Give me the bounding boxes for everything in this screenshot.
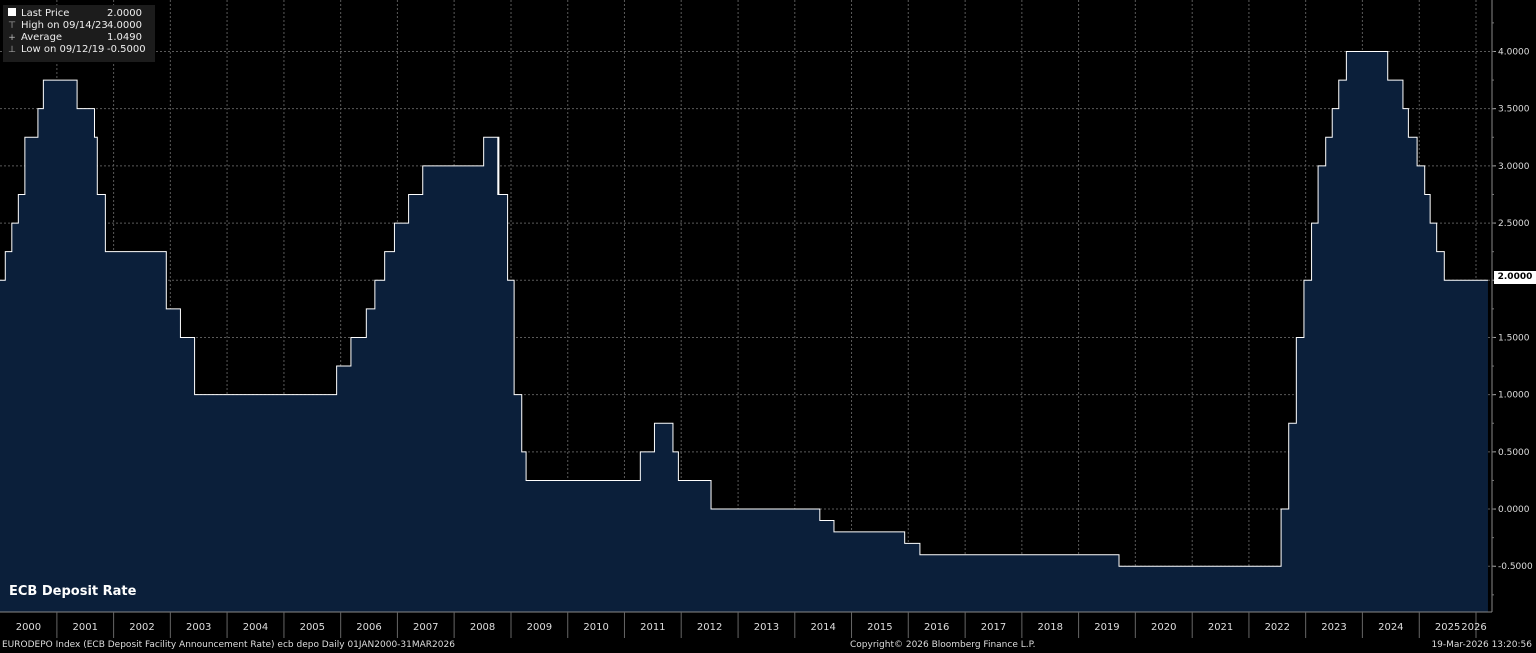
- high-marker-icon: ⊤: [8, 21, 16, 31]
- x-tick-label: 2010: [583, 622, 608, 633]
- legend-label: Average: [21, 32, 63, 43]
- x-tick-label: 2023: [1321, 622, 1346, 633]
- x-tick-label: 2001: [73, 622, 98, 633]
- y-tick-label: 2.5000: [1498, 219, 1530, 229]
- x-tick-label: 2000: [16, 622, 41, 633]
- legend-row-average: + Average 1.0490: [7, 32, 155, 44]
- footer-description: EURODEPO Index (ECB Deposit Facility Ann…: [2, 640, 455, 650]
- legend-value: 1.0490: [107, 32, 142, 43]
- legend-row-low: ⊥ Low on 09/12/19 -0.5000: [7, 44, 155, 56]
- footer-timestamp: 19-Mar-2026 13:20:56: [1431, 640, 1532, 650]
- x-tick-label: 2026: [1461, 622, 1486, 633]
- legend-label: Low on 09/12/19: [21, 44, 105, 55]
- series-line-last-price: [0, 50, 1488, 567]
- x-tick-label: 2007: [413, 622, 438, 633]
- x-tick-label: 2008: [470, 622, 495, 633]
- low-marker-icon: ⊥: [8, 45, 16, 55]
- x-tick-label: 2015: [867, 622, 892, 633]
- x-tick-label: 2017: [981, 622, 1006, 633]
- x-tick-label: 2003: [186, 622, 211, 633]
- x-tick-label: 2018: [1038, 622, 1063, 633]
- legend-value: 2.0000: [107, 8, 142, 19]
- last-value-badge: 2.0000: [1494, 271, 1536, 284]
- legend-value: -0.5000: [107, 44, 146, 55]
- x-tick-label: 2011: [640, 622, 665, 633]
- legend-value: 4.0000: [107, 20, 142, 31]
- y-tick-label: -0.5000: [1498, 562, 1533, 572]
- x-tick-label: 2004: [243, 622, 268, 633]
- x-tick-label: 2025: [1435, 622, 1460, 633]
- square-icon: [7, 8, 17, 20]
- y-tick-label: 0.0000: [1498, 505, 1530, 515]
- x-tick-label: 2016: [924, 622, 949, 633]
- chart-title: ECB Deposit Rate: [9, 584, 137, 599]
- y-tick-label: 0.5000: [1498, 448, 1530, 458]
- x-tick-label: 2020: [1151, 622, 1176, 633]
- y-tick-label: 3.5000: [1498, 105, 1530, 115]
- x-tick-label: 2014: [810, 622, 835, 633]
- x-tick-label: 2005: [300, 622, 325, 633]
- x-tick-label: 2009: [527, 622, 552, 633]
- legend-label: High on 09/14/23: [21, 20, 108, 31]
- legend-label: Last Price: [21, 8, 70, 19]
- y-tick-label: 1.0000: [1498, 391, 1530, 401]
- x-tick-label: 2019: [1094, 622, 1119, 633]
- legend-row-high: ⊤ High on 09/14/23 4.0000: [7, 20, 155, 32]
- x-tick-label: 2022: [1265, 622, 1290, 633]
- x-tick-label: 2002: [129, 622, 154, 633]
- y-tick-label: 3.0000: [1498, 162, 1530, 172]
- x-tick-label: 2013: [754, 622, 779, 633]
- average-marker-icon: +: [8, 33, 16, 43]
- y-tick-label: 4.0000: [1498, 47, 1530, 57]
- y-tick-label: 1.5000: [1498, 333, 1530, 343]
- series-area: [0, 51, 1488, 613]
- x-tick-label: 2021: [1208, 622, 1233, 633]
- x-tick-label: 2006: [356, 622, 381, 633]
- x-tick-label: 2024: [1378, 622, 1403, 633]
- footer-copyright: Copyright© 2026 Bloomberg Finance L.P.: [850, 640, 1036, 650]
- legend-row-last: Last Price 2.0000: [7, 8, 155, 20]
- legend: Last Price 2.0000 ⊤ High on 09/14/23 4.0…: [3, 5, 155, 62]
- x-tick-label: 2012: [697, 622, 722, 633]
